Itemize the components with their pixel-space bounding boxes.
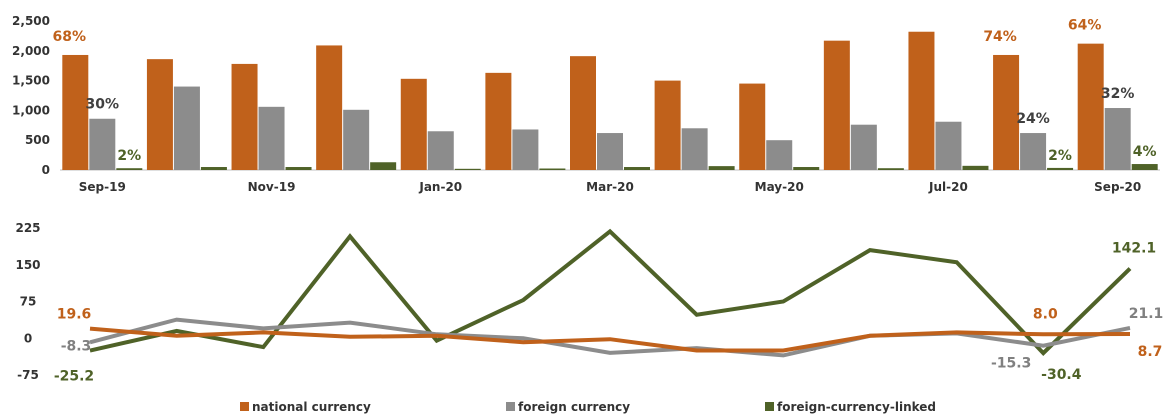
bar xyxy=(258,106,285,170)
x-tick-label: Jul-20 xyxy=(928,180,968,194)
bar xyxy=(708,166,735,170)
bar xyxy=(116,168,143,170)
x-tick-label: Nov-19 xyxy=(248,180,296,194)
bar xyxy=(793,167,820,170)
data-label: -15.3 xyxy=(991,356,1031,372)
y-tick-label: 1,500 xyxy=(12,74,50,88)
y-tick-label: 75 xyxy=(20,295,37,309)
bar xyxy=(539,168,566,170)
bar xyxy=(877,168,904,170)
x-tick-label: Mar-20 xyxy=(586,180,634,194)
y-tick-label: 2,500 xyxy=(12,14,50,28)
legend: national currency foreign currency foreign… xyxy=(240,400,936,414)
bar xyxy=(962,165,989,170)
bar xyxy=(1020,133,1047,170)
data-label: 24% xyxy=(1016,111,1050,127)
bar xyxy=(1104,108,1131,170)
bar xyxy=(485,72,512,170)
data-label: 30% xyxy=(86,97,120,113)
bar xyxy=(570,56,596,170)
bar xyxy=(454,168,481,170)
y-tick-label: 1,000 xyxy=(12,103,50,117)
x-tick-label: Sep-19 xyxy=(79,180,126,194)
bar xyxy=(1047,167,1074,170)
data-label: 2% xyxy=(117,148,141,164)
bar xyxy=(1131,164,1158,170)
bar xyxy=(850,124,877,170)
bar xyxy=(343,109,370,170)
bar xyxy=(285,167,312,170)
bar xyxy=(512,129,539,170)
bar xyxy=(823,40,850,170)
data-label: 4% xyxy=(1133,144,1157,160)
bar xyxy=(739,83,766,170)
data-label: 2% xyxy=(1048,148,1072,164)
y-tick-label: 0 xyxy=(42,163,50,177)
bar xyxy=(89,118,116,170)
bar xyxy=(400,78,427,170)
data-label: -30.4 xyxy=(1041,367,1082,383)
x-tick-label: Jan-20 xyxy=(418,180,462,194)
legend-swatch xyxy=(240,402,249,411)
line-chart: -75 0 75 150 225 19.6 -8.3 -25.2 8.0 -15.3 -30.4 14… xyxy=(15,221,1163,385)
bar xyxy=(200,167,227,170)
bar xyxy=(370,162,397,170)
y-tick-label: -75 xyxy=(17,368,39,382)
data-label: 74% xyxy=(983,29,1017,45)
bar-chart: 0 500 1,000 1,500 2,000 2,500 Sep-19 Nov-19 Jan-… xyxy=(12,14,1160,194)
bar xyxy=(597,133,623,170)
legend-swatch xyxy=(506,402,515,411)
x-tick-label: Sep-20 xyxy=(1094,180,1141,194)
legend-label: foreign currency xyxy=(518,400,630,414)
data-label: 8.0 xyxy=(1033,306,1058,322)
bar xyxy=(681,128,708,170)
bar xyxy=(624,167,650,170)
y-tick-label: 2,000 xyxy=(12,44,50,58)
legend-label: national currency xyxy=(252,400,371,414)
bar xyxy=(146,59,173,171)
y-tick-label: 0 xyxy=(24,331,32,345)
bar xyxy=(654,80,681,170)
bar xyxy=(935,121,962,170)
bar xyxy=(908,31,935,171)
bar xyxy=(766,140,793,170)
data-label: 142.1 xyxy=(1112,241,1156,257)
data-label: 19.6 xyxy=(57,307,92,323)
y-tick-label: 225 xyxy=(15,221,40,235)
legend-swatch xyxy=(765,402,774,411)
y-tick-label: 500 xyxy=(25,133,50,147)
bar xyxy=(173,86,200,170)
data-label: 64% xyxy=(1068,18,1102,34)
data-label: 8.7 xyxy=(1138,344,1163,360)
bar xyxy=(316,45,343,170)
bar xyxy=(1077,43,1104,171)
data-label: -8.3 xyxy=(61,338,92,354)
series-line xyxy=(89,228,1132,356)
bar xyxy=(993,54,1020,170)
legend-label: foreign-currency-linked xyxy=(777,400,936,414)
x-tick-label: May-20 xyxy=(755,180,804,194)
data-label: 21.1 xyxy=(1129,306,1164,322)
y-tick-label: 150 xyxy=(15,258,40,272)
data-label: 68% xyxy=(53,29,87,45)
series-line xyxy=(89,326,1131,353)
bar xyxy=(62,54,89,170)
data-label: 32% xyxy=(1101,86,1135,102)
bar xyxy=(231,63,258,170)
data-label: -25.2 xyxy=(54,369,94,385)
bar xyxy=(427,131,454,170)
